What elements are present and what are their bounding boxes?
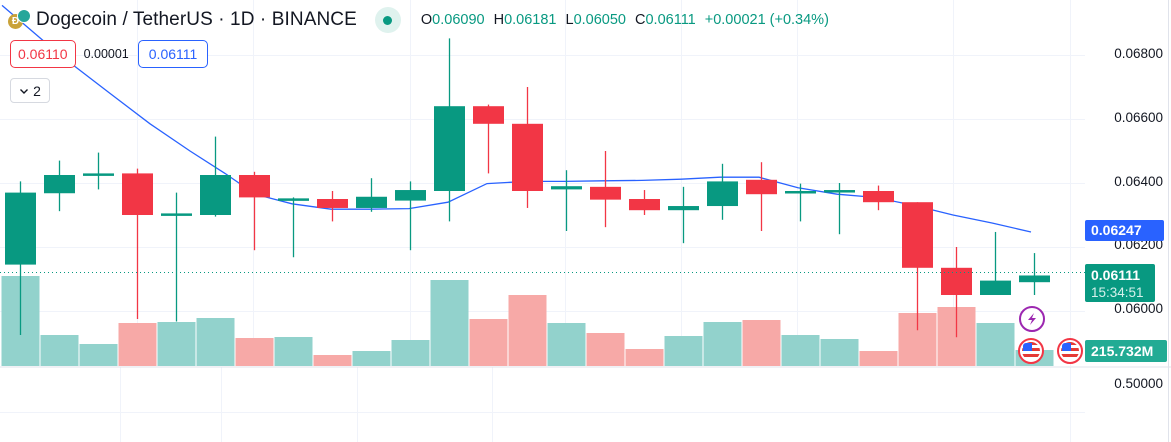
high-value: 0.06181 (504, 12, 557, 28)
chevron-down-icon (20, 88, 29, 94)
last-price-value: 0.06111 (1091, 267, 1141, 283)
price-axis-label: 0.06000 (1114, 301, 1163, 316)
price-change: +0.00021 (+0.34%) (704, 12, 829, 28)
bar-countdown: 15:34:51 (1091, 285, 1144, 300)
buy-button[interactable]: 0.06111 (137, 40, 209, 68)
symbol-title[interactable]: Dogecoin / TetherUS · 1D · BINANCE (36, 9, 357, 30)
market-status-indicator[interactable] (374, 7, 401, 33)
price-axis-label: 0.06800 (1114, 46, 1163, 61)
trade-buttons: 0.06110 0.00001 0.06111 (10, 40, 209, 68)
ohlc-values: O0.06090 H0.06181 L0.06050 C0.06111 +0.0… (421, 12, 829, 28)
close-value: 0.06111 (645, 12, 696, 28)
last-price-tag: 0.06111 15:34:51 (1085, 264, 1155, 302)
low-label: L (565, 12, 574, 28)
indicators-toggle-button[interactable]: 2 (10, 78, 50, 103)
indicator-count: 2 (33, 82, 41, 99)
close-label: C (635, 12, 646, 28)
open-label: O (420, 12, 433, 28)
us-economic-event-icon[interactable] (1018, 338, 1044, 364)
open-value: 0.06090 (432, 12, 485, 28)
symbol-header: Ð Dogecoin / TetherUS · 1D · BINANCE O0.… (8, 6, 829, 34)
us-economic-event-icon[interactable] (1057, 338, 1083, 364)
volume-bars (1, 276, 1054, 366)
volume-axis-label: 0.50000 (1114, 376, 1163, 391)
market-open-icon (383, 15, 393, 25)
lightning-event-icon[interactable] (1019, 306, 1045, 332)
price-axis-label: 0.06600 (1114, 110, 1163, 125)
dogecoin-logo-icon: Ð (8, 9, 31, 31)
price-axis-label: 0.06400 (1114, 174, 1163, 189)
sell-button[interactable]: 0.06110 (10, 40, 76, 68)
low-value: 0.06050 (573, 12, 626, 28)
high-label: H (493, 12, 505, 28)
ma-price-tag: 0.06247 (1085, 220, 1164, 241)
spread-value: 0.00001 (83, 47, 129, 61)
volume-tag: 215.732M (1085, 340, 1167, 362)
candlesticks (5, 38, 1050, 338)
